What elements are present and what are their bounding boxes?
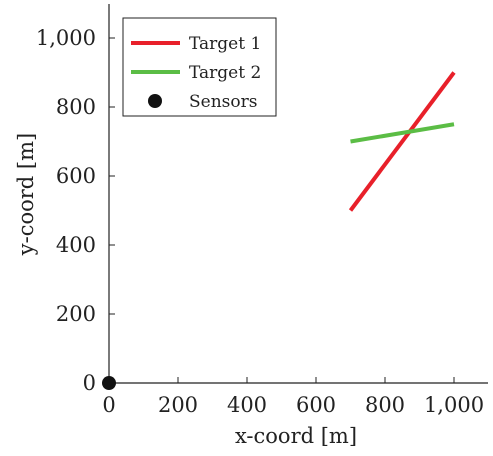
x-tick-label: 1,000 [424,393,484,417]
y-tick-label: 1,000 [36,26,96,50]
y-tick-label: 400 [56,233,96,257]
y-tick-label: 0 [83,371,96,395]
y-axis-label: y-coord [m] [14,133,38,256]
legend-label-target-2: Target 2 [189,63,261,83]
y-tick-label: 200 [56,302,96,326]
legend-swatch-sensors [148,94,162,108]
legend: Target 1 Target 2 Sensors [122,17,277,117]
x-tick-label: 400 [227,393,267,417]
axes [108,4,488,384]
x-tick-label: 0 [102,393,115,417]
target-2-line [350,122,455,144]
x-tick-label: 200 [158,393,198,417]
legend-label-target-1: Target 1 [189,34,261,54]
sensors-point [102,376,116,390]
x-tick-label: 800 [365,393,405,417]
y-ticks: 0 200 400 600 800 1,000 [36,26,115,395]
target-1-line [348,71,456,212]
x-tick-label: 600 [296,393,336,417]
series [102,71,456,390]
y-tick-label: 800 [56,95,96,119]
x-axis-label: x-coord [m] [235,424,357,448]
x-ticks: 0 200 400 600 800 1,000 [102,377,484,417]
y-tick-label: 600 [56,164,96,188]
legend-label-sensors: Sensors [189,92,257,112]
